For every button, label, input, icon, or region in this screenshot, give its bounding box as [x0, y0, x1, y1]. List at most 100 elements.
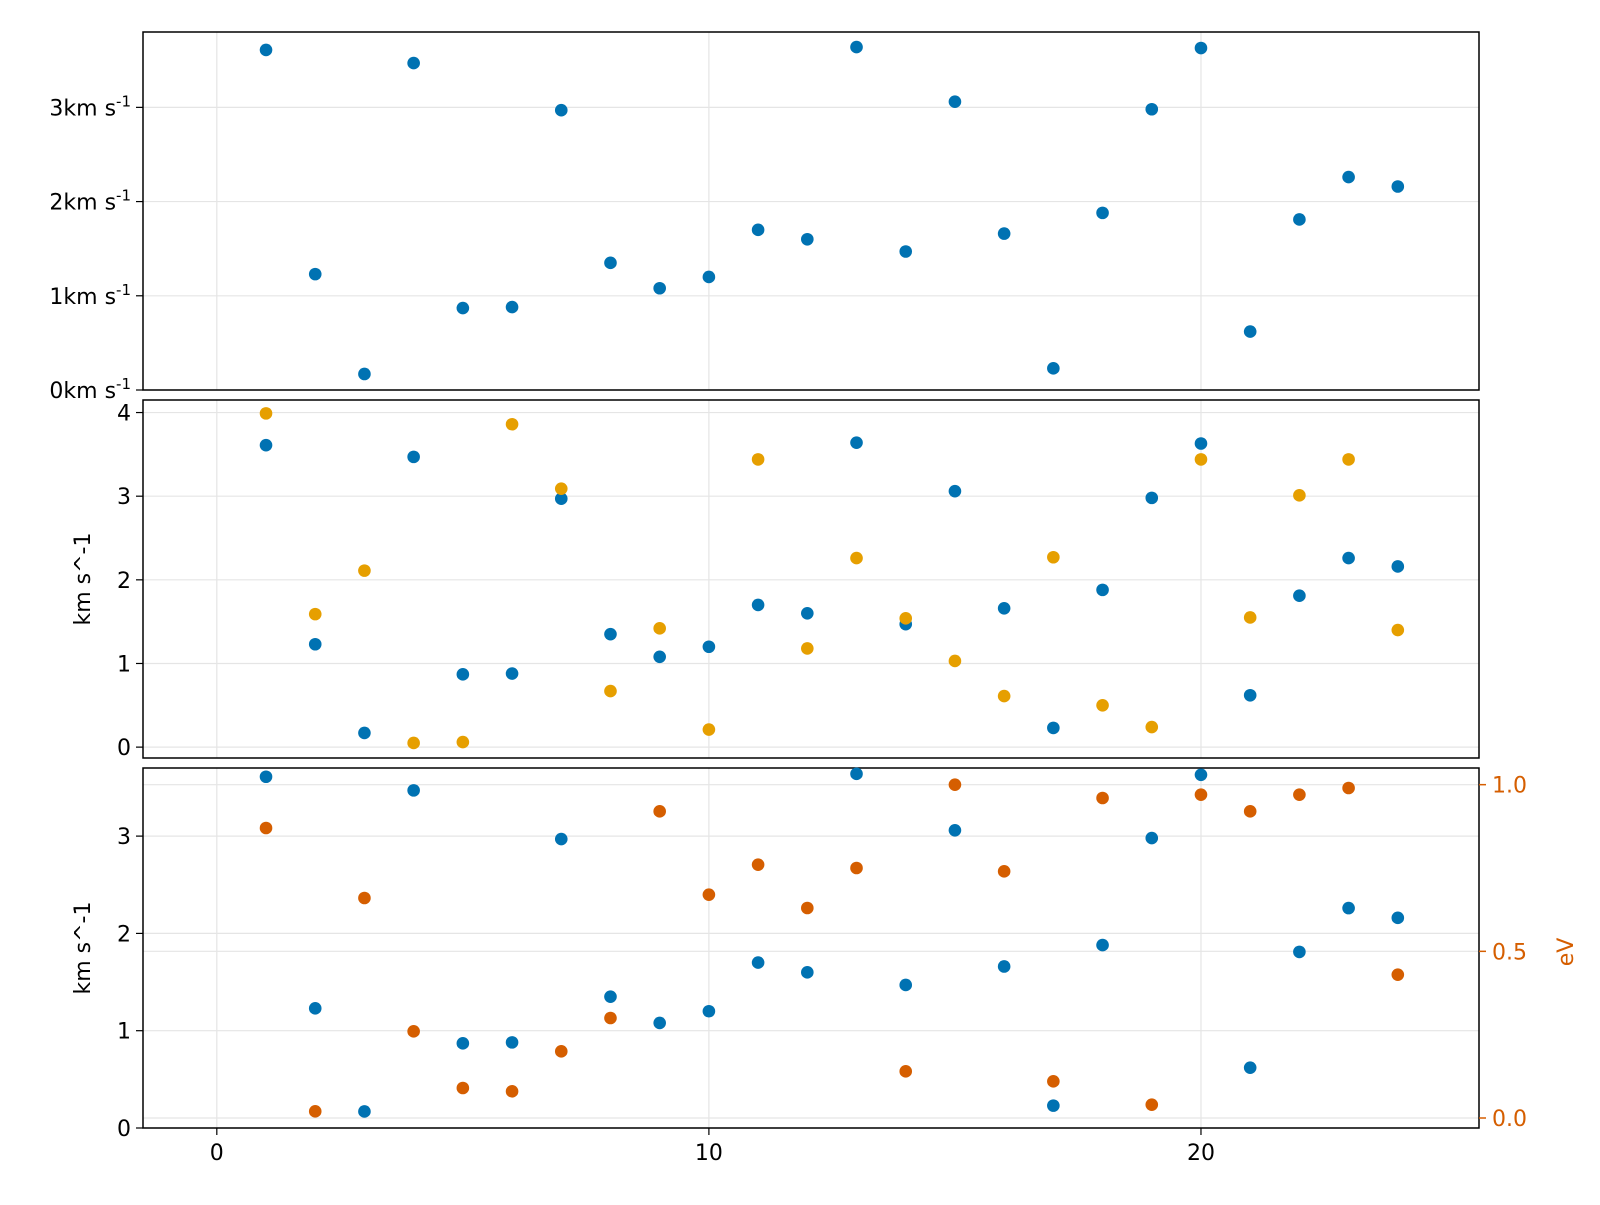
- data-point-series-1: [1243, 688, 1257, 702]
- data-point-series-1: [554, 103, 568, 117]
- data-point-series-1: [505, 300, 519, 314]
- data-point-series-1: [1096, 583, 1109, 597]
- y-tick-label: 3km s-1: [49, 92, 131, 121]
- panel-middle: 0 1 2 3 4 km s^-1: [71, 399, 1480, 761]
- y2-tick-label: 1.0: [1492, 774, 1527, 799]
- data-point-series-2: [702, 888, 716, 901]
- panel-bottom: 0 1 2 3 0.0 0.5 1.0 eV km s^-1 0 10 20: [71, 767, 1579, 1166]
- y-tick-label: 2: [117, 569, 131, 594]
- data-point-series-1: [899, 245, 913, 258]
- data-point-series-1: [1342, 551, 1355, 565]
- data-point-series-1: [1047, 721, 1060, 735]
- data-point-series-1: [850, 767, 863, 781]
- data-point-series-2: [899, 612, 913, 625]
- data-point-series-2: [308, 607, 322, 621]
- data-point-series-1: [456, 1037, 470, 1050]
- data-point-series-1: [1293, 589, 1306, 603]
- data-point-series-1: [308, 1002, 322, 1015]
- data-point-series-1: [259, 438, 273, 452]
- x-tick-label: 0: [210, 1141, 224, 1166]
- data-point-series-1: [358, 1105, 371, 1118]
- data-point-series-2: [1145, 720, 1159, 734]
- data-point-series-1: [702, 640, 716, 654]
- data-point-series-2: [554, 482, 568, 495]
- data-point-series-1: [997, 601, 1011, 615]
- data-point-series-1: [948, 823, 962, 837]
- data-point-series-2: [456, 735, 470, 749]
- data-point-series-1: [702, 270, 716, 284]
- data-point-series-1: [1194, 437, 1208, 450]
- data-point-series-2: [1096, 699, 1109, 712]
- data-point-series-1: [1145, 491, 1159, 505]
- y-axis-label: km s^-1: [71, 902, 96, 995]
- data-point-series-2: [1342, 453, 1355, 466]
- data-point-series-2: [604, 1011, 617, 1025]
- data-point-series-1: [751, 956, 765, 969]
- data-point-series-1: [997, 227, 1011, 240]
- data-point-series-1: [259, 43, 273, 57]
- data-point-series-2: [554, 1045, 568, 1058]
- data-point-series-1: [1047, 362, 1060, 375]
- data-point-series-2: [801, 901, 814, 915]
- data-point-series-1: [407, 784, 420, 797]
- y-tick-label: 3: [117, 485, 131, 510]
- data-point-series-2: [653, 622, 666, 635]
- data-point-series-1: [702, 1004, 716, 1018]
- data-point-series-1: [604, 990, 617, 1003]
- data-point-series-1: [850, 436, 863, 449]
- data-point-series-2: [948, 654, 962, 668]
- data-point-series-1: [604, 256, 617, 270]
- y-tick-label: 4: [117, 402, 131, 427]
- data-point-series-2: [997, 865, 1011, 878]
- plot-frame: [142, 399, 1480, 759]
- data-point-series-1: [554, 832, 568, 846]
- data-point-series-1: [1243, 325, 1257, 338]
- y-tick-label: 0km s-1: [49, 375, 131, 404]
- data-point-series-1: [948, 484, 962, 498]
- data-point-series-2: [1047, 550, 1060, 564]
- data-point-series-1: [1145, 831, 1159, 845]
- data-point-series-2: [1145, 1098, 1159, 1111]
- y2-tick-label: 0.0: [1492, 1107, 1527, 1132]
- data-point-series-2: [1293, 788, 1306, 801]
- data-point-series-2: [407, 736, 420, 750]
- data-point-series-2: [751, 858, 765, 871]
- data-point-series-2: [505, 1085, 519, 1098]
- data-point-series-1: [554, 492, 568, 506]
- data-point-series-2: [1391, 968, 1405, 981]
- plot-frame: [142, 31, 1480, 391]
- data-point-series-1: [259, 770, 273, 784]
- data-point-series-2: [997, 689, 1011, 703]
- data-point-series-2: [653, 805, 666, 818]
- data-point-series-2: [1096, 791, 1109, 805]
- data-point-series-1: [1194, 768, 1208, 782]
- data-point-series-2: [358, 891, 371, 905]
- y-tick-label: 2: [117, 922, 131, 947]
- data-point-series-1: [604, 627, 617, 641]
- data-point-series-1: [997, 960, 1011, 973]
- panel-top: 0km s-1 1km s-1 2km s-1 3km s-1: [49, 31, 1480, 404]
- data-point-series-1: [308, 637, 322, 651]
- data-point-series-1: [653, 281, 666, 295]
- data-point-series-1: [653, 1016, 666, 1030]
- x-tick-label: 20: [1187, 1141, 1215, 1166]
- data-point-series-1: [1194, 41, 1208, 55]
- data-point-series-2: [505, 417, 519, 431]
- data-point-series-1: [1096, 206, 1109, 220]
- data-point-series-1: [456, 668, 470, 681]
- data-point-series-1: [751, 598, 765, 612]
- data-point-series-2: [1243, 805, 1257, 818]
- y-tick-label: 3: [117, 825, 131, 850]
- data-point-series-1: [1145, 102, 1159, 116]
- y-tick-label: 2km s-1: [49, 187, 131, 216]
- data-point-series-2: [1194, 453, 1208, 466]
- data-point-series-2: [1047, 1075, 1060, 1088]
- plot-frame: [142, 767, 1480, 1129]
- data-point-series-1: [1391, 180, 1405, 193]
- data-point-series-1: [850, 40, 863, 54]
- data-point-series-2: [1194, 788, 1208, 801]
- data-point-series-2: [358, 564, 371, 577]
- data-point-series-1: [1047, 1099, 1060, 1112]
